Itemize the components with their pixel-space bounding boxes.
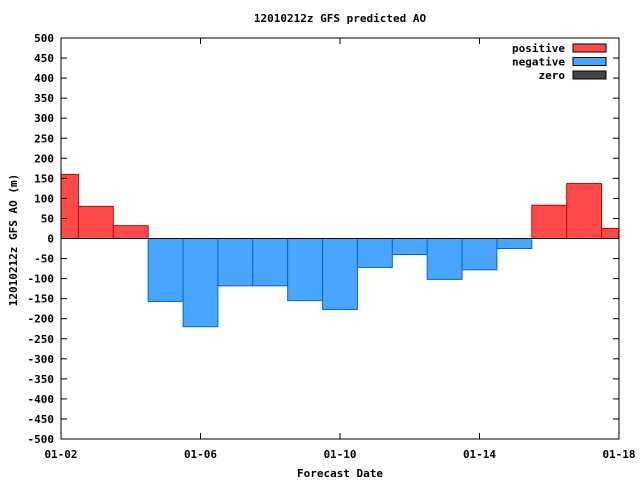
bar-2 [77, 205, 114, 239]
bar-3 [112, 225, 149, 239]
y-tick-label: 0 [47, 233, 54, 246]
legend-swatch-zero [572, 70, 607, 80]
bar-17 [601, 227, 620, 240]
y-tick-label: -400 [28, 393, 55, 406]
y-tick-label: 400 [34, 72, 54, 85]
y-tick-label: 100 [34, 192, 54, 205]
y-tick-label: 500 [34, 32, 54, 45]
y-axis-label: 12010212z GFS AO (m) [7, 174, 20, 306]
legend-label-positive: positive [512, 42, 565, 55]
x-tick-label: 01-14 [463, 448, 496, 461]
y-tick-label: 50 [41, 212, 54, 225]
y-axis: 500450400350300250200150100500-50-100-15… [28, 32, 619, 446]
bar-9 [322, 238, 358, 310]
y-tick-label: 350 [34, 92, 54, 105]
legend-swatch-positive [572, 43, 607, 53]
y-tick-label: -300 [28, 353, 55, 366]
legend-label-negative: negative [512, 56, 565, 69]
bar-16 [566, 183, 603, 240]
y-tick-label: -350 [28, 373, 55, 386]
legend-swatch-negative [572, 57, 607, 66]
y-tick-label: -150 [28, 293, 55, 306]
y-tick-label: 250 [34, 132, 54, 145]
x-tick-label: 01-02 [44, 448, 77, 461]
legend-label-zero: zero [539, 69, 566, 82]
bar-8 [287, 238, 324, 302]
bar-4 [147, 238, 184, 302]
bar-1 [60, 173, 79, 239]
bar-group [60, 173, 620, 328]
y-tick-label: 150 [34, 172, 54, 185]
bar-6 [217, 238, 254, 287]
x-tick-label: 01-10 [323, 448, 356, 461]
x-axis-label: Forecast Date [297, 467, 383, 480]
x-tick-label: 01-18 [602, 448, 635, 461]
y-tick-label: 450 [34, 52, 54, 65]
y-tick-label: -450 [28, 413, 55, 426]
bar-5 [182, 238, 219, 328]
bar-10 [356, 238, 393, 268]
y-tick-label: -50 [34, 253, 54, 266]
bar-11 [391, 238, 428, 256]
x-tick-label: 01-06 [184, 448, 217, 461]
x-axis: 01-02 01-06 01-10 01-14 01-18 [44, 38, 636, 461]
y-tick-label: -100 [28, 273, 55, 286]
bar-7 [252, 238, 289, 287]
bar-13 [461, 238, 498, 271]
bar-14 [496, 238, 533, 250]
y-tick-label: 300 [34, 112, 54, 125]
y-tick-label: 200 [34, 152, 54, 165]
y-tick-label: -250 [28, 333, 55, 346]
chart-title: 12010212z GFS predicted AO [254, 12, 427, 25]
y-tick-label: -200 [28, 313, 55, 326]
y-tick-label: -500 [28, 433, 55, 446]
bar-12 [426, 238, 463, 280]
bar-15 [531, 204, 568, 239]
